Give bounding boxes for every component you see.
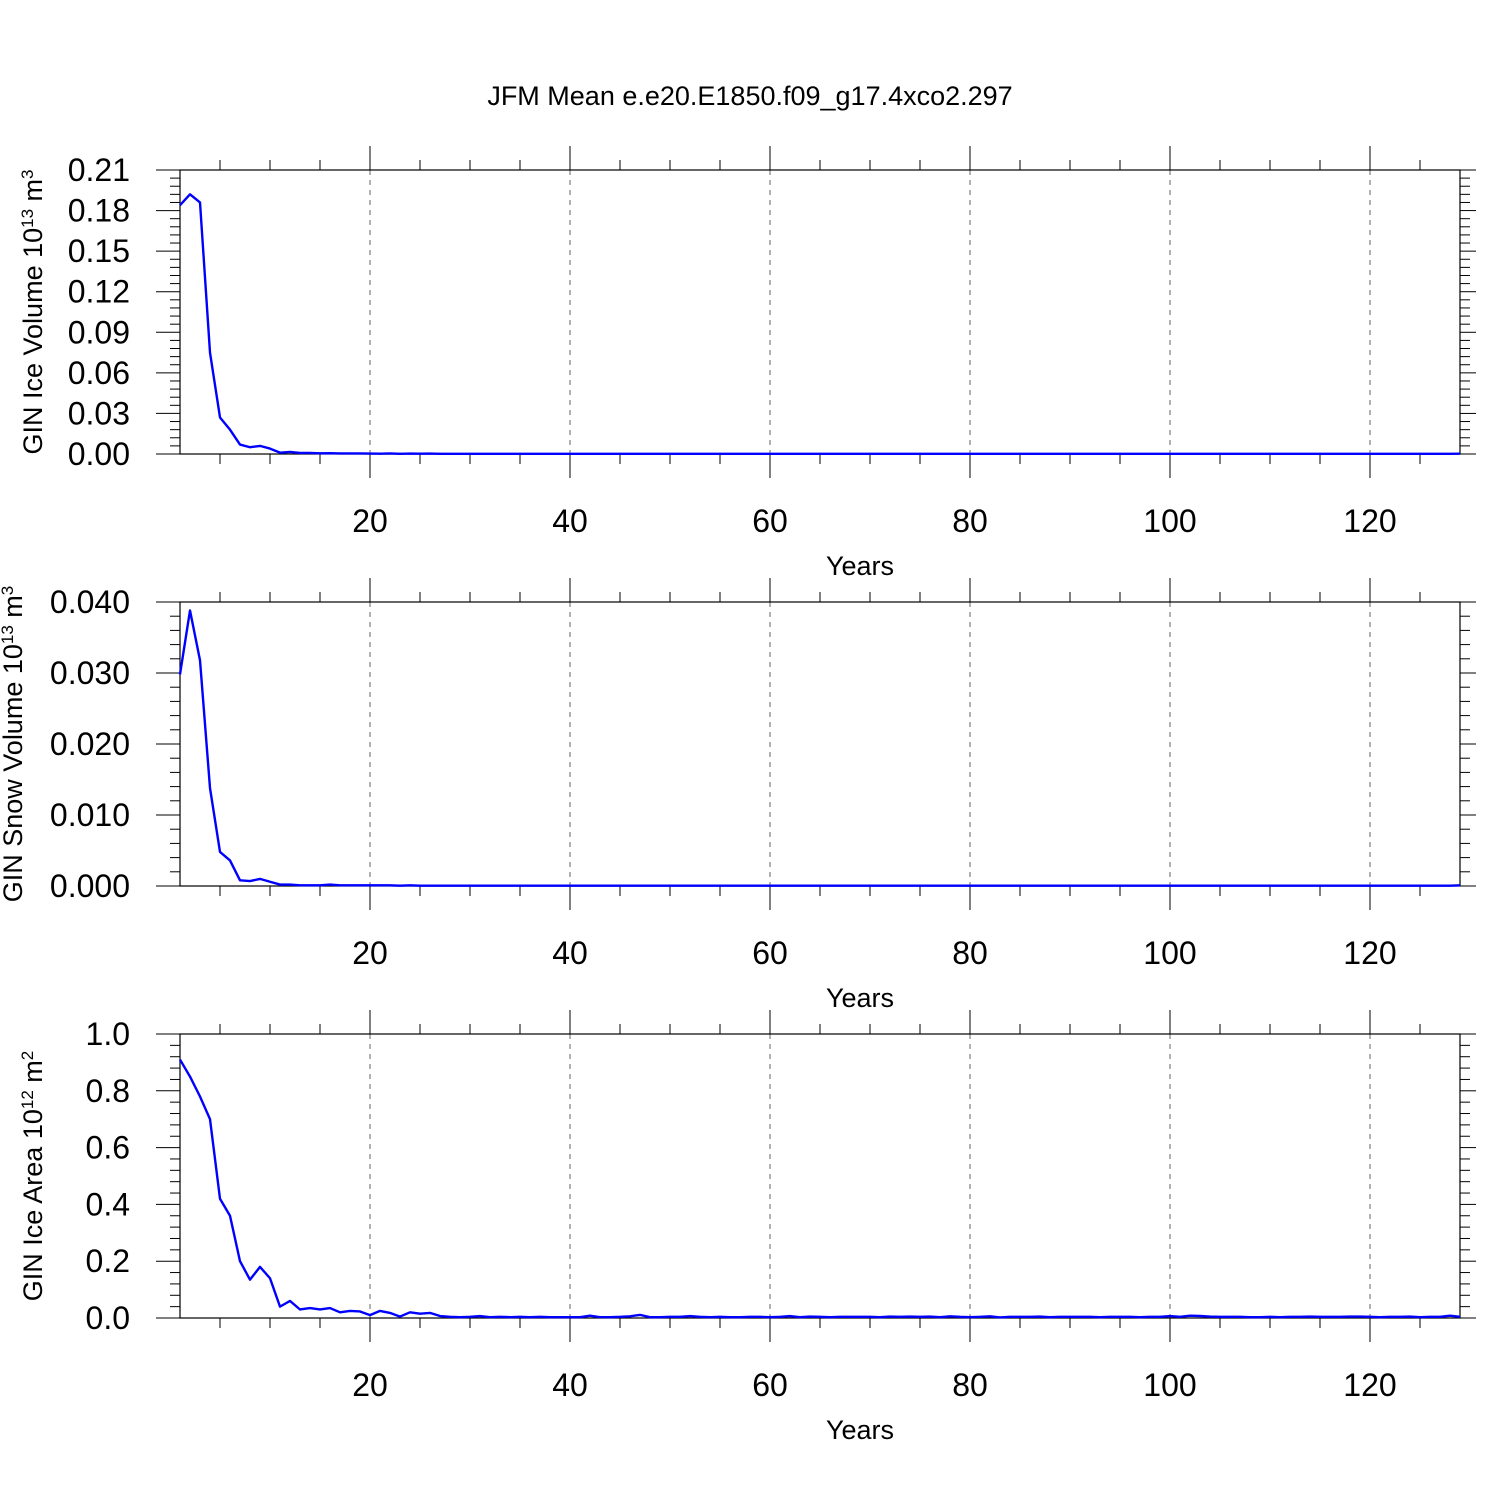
x-axis-title: Years (826, 551, 894, 581)
x-tick-label: 80 (952, 1367, 988, 1403)
x-tick-label: 100 (1143, 1367, 1196, 1403)
x-tick-label: 60 (752, 935, 788, 971)
chart-title: JFM Mean e.e20.E1850.f09_g17.4xco2.297 (487, 81, 1012, 111)
y-axis-title: GIN Snow Volume 1013 m3 (0, 586, 28, 903)
y-tick-label: 0.15 (68, 233, 130, 269)
series-line-1 (179, 193, 1461, 456)
x-tick-label: 100 (1143, 503, 1196, 539)
y-tick-label: 0.030 (50, 655, 130, 691)
y-tick-label: 0.12 (68, 274, 130, 310)
y-tick-label: 0.09 (68, 314, 130, 350)
x-tick-label: 80 (952, 935, 988, 971)
y-tick-label: 0.2 (86, 1243, 130, 1279)
x-tick-label: 120 (1343, 503, 1396, 539)
x-tick-label: 60 (752, 1367, 788, 1403)
x-tick-label: 20 (352, 935, 388, 971)
x-tick-label: 20 (352, 1367, 388, 1403)
x-tick-label: 60 (752, 503, 788, 539)
x-tick-label: 20 (352, 503, 388, 539)
x-tick-label: 120 (1343, 1367, 1396, 1403)
panel-2: 20 40 60 80 100 120 0.000 0.010 0.020 0.030 0.040 Y… (0, 578, 1476, 1013)
x-tick-label: 40 (552, 1367, 588, 1403)
y-tick-label: 0.000 (50, 868, 130, 904)
plot-frame (179, 1033, 1461, 1319)
x-axis-title: Years (826, 1415, 894, 1445)
series-line-1 (178, 609, 1461, 887)
x-tick-label: 100 (1143, 935, 1196, 971)
plot-frame (179, 169, 1461, 455)
y-tick-label: 0.4 (86, 1186, 130, 1222)
y-tick-label: 1.0 (86, 1016, 130, 1052)
x-axis-title: Years (826, 983, 894, 1013)
x-tick-label: 40 (552, 503, 588, 539)
plot-frame (179, 601, 1461, 887)
y-tick-label: 0.03 (68, 395, 130, 431)
x-tick-label: 40 (552, 935, 588, 971)
x-tick-label: 120 (1343, 935, 1396, 971)
y-tick-label: 0.020 (50, 726, 130, 762)
y-tick-label: 0.18 (68, 193, 130, 229)
y-tick-label: 0.00 (68, 436, 130, 472)
y-tick-label: 0.0 (86, 1300, 130, 1336)
x-tick-label: 80 (952, 503, 988, 539)
y-tick-label: 0.8 (86, 1073, 130, 1109)
series-line-1 (178, 1058, 1461, 1319)
panel-3: 20 40 60 80 100 120 0.0 0.2 0.4 0.6 0.8 1.0 Years GIN… (18, 1010, 1476, 1445)
y-tick-label: 0.040 (50, 584, 130, 620)
y-axis-title: GIN Ice Area 1012 m2 (18, 1051, 49, 1302)
y-tick-label: 0.21 (68, 152, 130, 188)
y-tick-label: 0.010 (50, 797, 130, 833)
y-tick-label: 0.6 (86, 1130, 130, 1166)
y-axis-title: GIN Ice Volume 1013 m3 (18, 169, 49, 454)
y-tick-label: 0.06 (68, 355, 130, 391)
panel-1: 20 40 60 80 100 120 0.00 0.03 0.06 0.09 0.12 0.15 0.… (18, 146, 1476, 581)
